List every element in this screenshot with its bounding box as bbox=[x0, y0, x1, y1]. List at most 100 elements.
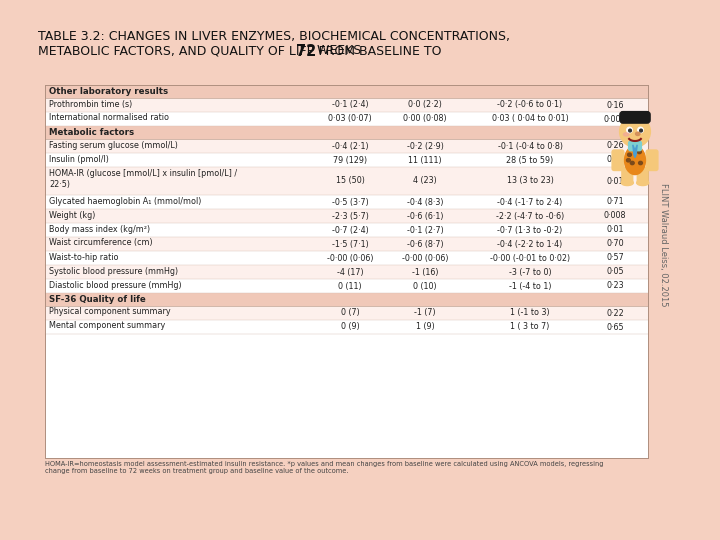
Text: 0·02: 0·02 bbox=[606, 156, 624, 165]
Polygon shape bbox=[633, 145, 637, 158]
Text: 0·002: 0·002 bbox=[603, 114, 626, 124]
FancyBboxPatch shape bbox=[45, 112, 648, 126]
FancyBboxPatch shape bbox=[45, 279, 648, 293]
Text: -0·7 (1·3 to -0·2): -0·7 (1·3 to -0·2) bbox=[498, 226, 562, 234]
FancyBboxPatch shape bbox=[629, 141, 642, 151]
Ellipse shape bbox=[630, 161, 634, 165]
Text: 0 (11): 0 (11) bbox=[338, 281, 362, 291]
FancyBboxPatch shape bbox=[45, 139, 648, 153]
Text: 0·71: 0·71 bbox=[606, 198, 624, 206]
Text: Other laboratory results: Other laboratory results bbox=[49, 87, 168, 96]
Circle shape bbox=[629, 129, 631, 132]
Text: -0·6 (6·1): -0·6 (6·1) bbox=[407, 212, 444, 220]
Text: 0·05: 0·05 bbox=[606, 267, 624, 276]
Text: -2·3 (5·7): -2·3 (5·7) bbox=[332, 212, 369, 220]
Text: Body mass index (kg/m²): Body mass index (kg/m²) bbox=[49, 225, 150, 233]
Polygon shape bbox=[633, 112, 637, 119]
Text: FLINT Walraud Leiss, 02.2015: FLINT Walraud Leiss, 02.2015 bbox=[660, 183, 668, 307]
FancyBboxPatch shape bbox=[45, 167, 648, 195]
Text: 0·03 (0·07): 0·03 (0·07) bbox=[328, 114, 372, 124]
Text: METABOLIC FACTORS, AND QUALITY OF LIFE FROM BASELINE TO: METABOLIC FACTORS, AND QUALITY OF LIFE F… bbox=[38, 44, 446, 57]
Text: Waist circumference (cm): Waist circumference (cm) bbox=[49, 239, 153, 247]
Text: HOMA-IR=homeostasis model assessment-estimated insulin resistance. *p values and: HOMA-IR=homeostasis model assessment-est… bbox=[45, 461, 603, 474]
Text: -0·2 (-0·6 to 0·1): -0·2 (-0·6 to 0·1) bbox=[498, 100, 562, 110]
Ellipse shape bbox=[621, 180, 634, 186]
Text: -1 (7): -1 (7) bbox=[414, 308, 436, 318]
Text: SF-36 Quality of life: SF-36 Quality of life bbox=[49, 295, 145, 304]
Text: -2·2 (-4·7 to -0·6): -2·2 (-4·7 to -0·6) bbox=[496, 212, 564, 220]
Text: 0·22: 0·22 bbox=[606, 308, 624, 318]
Ellipse shape bbox=[637, 150, 642, 154]
Circle shape bbox=[626, 127, 632, 133]
Ellipse shape bbox=[639, 161, 642, 165]
Text: -0·7 (2·4): -0·7 (2·4) bbox=[332, 226, 369, 234]
Text: -1·5 (7·1): -1·5 (7·1) bbox=[332, 240, 369, 248]
Text: -0·1 (-0·4 to 0·8): -0·1 (-0·4 to 0·8) bbox=[498, 141, 562, 151]
Text: 0·26: 0·26 bbox=[606, 141, 624, 151]
Text: 1 (9): 1 (9) bbox=[415, 322, 434, 332]
Text: -0·4 (8·3): -0·4 (8·3) bbox=[407, 198, 444, 206]
FancyBboxPatch shape bbox=[45, 126, 648, 139]
Text: 28 (5 to 59): 28 (5 to 59) bbox=[506, 156, 554, 165]
FancyBboxPatch shape bbox=[45, 265, 648, 279]
Circle shape bbox=[620, 116, 650, 147]
Text: HOMA-IR (glucose [mmol/L] x insulin [pmol/L] /
22·5): HOMA-IR (glucose [mmol/L] x insulin [pmo… bbox=[49, 168, 237, 188]
Text: 1 (-1 to 3): 1 (-1 to 3) bbox=[510, 308, 550, 318]
Polygon shape bbox=[628, 112, 632, 119]
Text: 0·00 (0·08): 0·00 (0·08) bbox=[403, 114, 447, 124]
Text: -0·1 (2·4): -0·1 (2·4) bbox=[332, 100, 369, 110]
FancyBboxPatch shape bbox=[45, 98, 648, 112]
Text: -4 (17): -4 (17) bbox=[337, 267, 364, 276]
FancyBboxPatch shape bbox=[45, 195, 648, 209]
FancyBboxPatch shape bbox=[637, 167, 648, 183]
FancyBboxPatch shape bbox=[620, 112, 650, 123]
Text: Waist-to-hip ratio: Waist-to-hip ratio bbox=[49, 253, 119, 261]
FancyBboxPatch shape bbox=[45, 209, 648, 223]
Ellipse shape bbox=[636, 180, 649, 186]
Text: 0·70: 0·70 bbox=[606, 240, 624, 248]
Text: Metabolic factors: Metabolic factors bbox=[49, 128, 134, 137]
Text: 0·57: 0·57 bbox=[606, 253, 624, 262]
Text: -0·00 (0·06): -0·00 (0·06) bbox=[402, 253, 449, 262]
Text: -3 (-7 to 0): -3 (-7 to 0) bbox=[509, 267, 552, 276]
FancyBboxPatch shape bbox=[45, 85, 648, 458]
Text: -0·6 (8·7): -0·6 (8·7) bbox=[407, 240, 444, 248]
FancyBboxPatch shape bbox=[45, 251, 648, 265]
Text: 11 (111): 11 (111) bbox=[408, 156, 442, 165]
Text: -0·4 (2·1): -0·4 (2·1) bbox=[332, 141, 369, 151]
Text: 0·23: 0·23 bbox=[606, 281, 624, 291]
Text: -1 (16): -1 (16) bbox=[412, 267, 438, 276]
Ellipse shape bbox=[628, 153, 631, 157]
Text: Diastolic blood pressure (mmHg): Diastolic blood pressure (mmHg) bbox=[49, 280, 181, 289]
Ellipse shape bbox=[624, 133, 629, 136]
Text: 13 (3 to 23): 13 (3 to 23) bbox=[507, 177, 554, 186]
Text: Fasting serum glucose (mmol/L): Fasting serum glucose (mmol/L) bbox=[49, 140, 178, 150]
Polygon shape bbox=[643, 112, 647, 119]
Text: 4 (23): 4 (23) bbox=[413, 177, 437, 186]
Text: 0 (9): 0 (9) bbox=[341, 322, 359, 332]
Text: Insulin (pmol/l): Insulin (pmol/l) bbox=[49, 154, 109, 164]
Text: 0·65: 0·65 bbox=[606, 322, 624, 332]
FancyBboxPatch shape bbox=[45, 85, 648, 98]
Text: Weight (kg): Weight (kg) bbox=[49, 211, 95, 219]
FancyBboxPatch shape bbox=[45, 237, 648, 251]
Circle shape bbox=[638, 127, 643, 133]
Text: 79 (129): 79 (129) bbox=[333, 156, 367, 165]
Text: TABLE 3.2: CHANGES IN LIVER ENZYMES, BIOCHEMICAL CONCENTRATIONS,: TABLE 3.2: CHANGES IN LIVER ENZYMES, BIO… bbox=[38, 30, 510, 43]
Text: 15 (50): 15 (50) bbox=[336, 177, 364, 186]
Polygon shape bbox=[623, 112, 627, 119]
Polygon shape bbox=[638, 112, 642, 119]
FancyBboxPatch shape bbox=[622, 167, 633, 183]
Text: Systolic blood pressure (mmHg): Systolic blood pressure (mmHg) bbox=[49, 267, 178, 275]
Text: Prothrombin time (s): Prothrombin time (s) bbox=[49, 99, 132, 109]
Text: 0 (7): 0 (7) bbox=[341, 308, 359, 318]
Text: 72: 72 bbox=[296, 44, 316, 59]
FancyBboxPatch shape bbox=[45, 223, 648, 237]
Ellipse shape bbox=[626, 159, 630, 162]
Text: 0·03 ( 0·04 to 0·01): 0·03 ( 0·04 to 0·01) bbox=[492, 114, 568, 124]
Text: 1 ( 3 to 7): 1 ( 3 to 7) bbox=[510, 322, 549, 332]
Text: -0·4 (-2·2 to 1·4): -0·4 (-2·2 to 1·4) bbox=[498, 240, 562, 248]
Text: WEEKS: WEEKS bbox=[313, 44, 361, 57]
Text: 0·008: 0·008 bbox=[604, 212, 626, 220]
Text: 0·16: 0·16 bbox=[606, 100, 624, 110]
